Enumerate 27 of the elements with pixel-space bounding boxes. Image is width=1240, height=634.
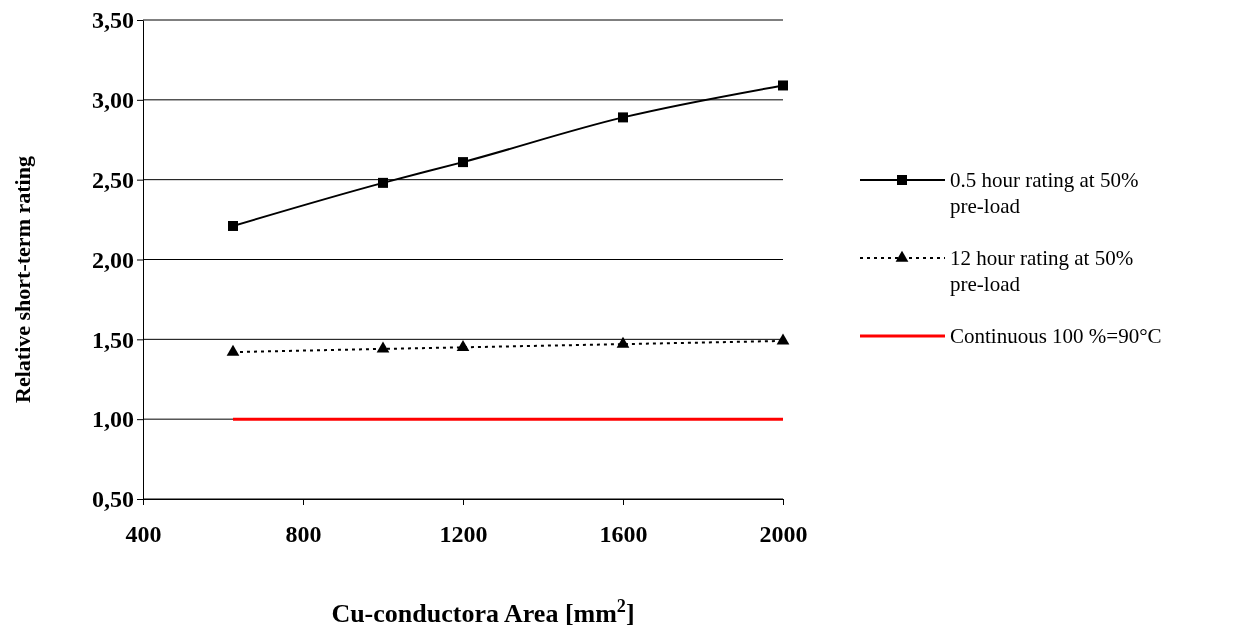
y-axis-title: Relative short-term rating — [10, 156, 35, 403]
x-tick-label: 2000 — [759, 520, 808, 547]
point — [376, 341, 390, 353]
x-tick-label: 800 — [285, 520, 322, 547]
legend-label: Continuous 100 %=90°C — [950, 324, 1162, 348]
x-axis-title: Cu-conductora Area [mm$^{2}$] — [331, 596, 635, 628]
point — [616, 336, 630, 348]
point — [458, 157, 468, 168]
point — [226, 344, 240, 356]
point — [776, 333, 790, 345]
point — [778, 80, 788, 91]
x-tick-label: 1600 — [599, 520, 648, 547]
x-tick-label: 1200 — [439, 520, 488, 547]
point — [618, 112, 628, 123]
y-tick-label: 0,50 — [92, 486, 134, 513]
y-tick-label: 3,50 — [92, 7, 134, 34]
y-tick-label: 1,50 — [92, 326, 134, 353]
point — [228, 220, 238, 231]
point — [456, 339, 470, 351]
y-tick-label: 2,50 — [92, 166, 134, 193]
point — [378, 177, 388, 188]
y-tick-label: 2,00 — [92, 246, 134, 273]
x-tick-label: 400 — [125, 520, 162, 547]
legend-label: 0.5 hour rating at 50% pre-load — [950, 168, 1139, 219]
y-tick-label: 3,00 — [92, 87, 134, 114]
legend-label: 12 hour rating at 50% pre-load — [950, 246, 1134, 297]
y-tick-label: 1,00 — [92, 406, 134, 433]
